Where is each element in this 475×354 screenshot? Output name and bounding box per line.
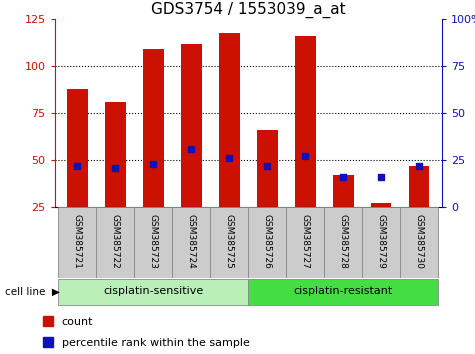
Text: GSM385724: GSM385724 xyxy=(187,214,196,268)
Point xyxy=(339,174,347,180)
Point xyxy=(301,154,309,159)
Point xyxy=(415,163,423,169)
FancyBboxPatch shape xyxy=(286,207,324,278)
Text: GSM385730: GSM385730 xyxy=(415,213,424,269)
Bar xyxy=(105,102,126,207)
Bar xyxy=(143,50,164,207)
Point xyxy=(263,163,271,169)
FancyBboxPatch shape xyxy=(58,207,96,278)
Bar xyxy=(256,130,277,207)
Point xyxy=(112,165,119,171)
Bar xyxy=(370,203,391,207)
FancyBboxPatch shape xyxy=(172,207,210,278)
Text: GSM385727: GSM385727 xyxy=(301,213,310,269)
Bar xyxy=(67,89,88,207)
Bar xyxy=(332,175,353,207)
FancyBboxPatch shape xyxy=(248,207,286,278)
Title: GDS3754 / 1553039_a_at: GDS3754 / 1553039_a_at xyxy=(151,2,345,18)
Text: cisplatin-sensitive: cisplatin-sensitive xyxy=(103,286,203,297)
Text: GSM385726: GSM385726 xyxy=(263,213,272,269)
Bar xyxy=(294,36,315,207)
Text: GSM385729: GSM385729 xyxy=(377,213,386,269)
Text: GSM385728: GSM385728 xyxy=(339,213,348,269)
Point xyxy=(74,163,81,169)
Text: GSM385722: GSM385722 xyxy=(111,214,120,268)
Point xyxy=(188,146,195,152)
Text: GSM385725: GSM385725 xyxy=(225,213,234,269)
FancyBboxPatch shape xyxy=(210,207,248,278)
FancyBboxPatch shape xyxy=(400,207,438,278)
Text: cell line  ▶: cell line ▶ xyxy=(5,287,60,297)
FancyBboxPatch shape xyxy=(58,279,248,305)
FancyBboxPatch shape xyxy=(324,207,362,278)
Text: percentile rank within the sample: percentile rank within the sample xyxy=(62,338,250,348)
Text: cisplatin-resistant: cisplatin-resistant xyxy=(294,286,393,297)
FancyBboxPatch shape xyxy=(362,207,400,278)
Point xyxy=(377,174,385,180)
Text: count: count xyxy=(62,317,93,327)
Text: GSM385721: GSM385721 xyxy=(73,213,82,269)
FancyBboxPatch shape xyxy=(96,207,134,278)
Bar xyxy=(219,33,240,207)
Bar xyxy=(181,44,202,207)
Point xyxy=(226,155,233,161)
Bar xyxy=(408,166,429,207)
FancyBboxPatch shape xyxy=(248,279,438,305)
Text: GSM385723: GSM385723 xyxy=(149,213,158,269)
FancyBboxPatch shape xyxy=(134,207,172,278)
Point xyxy=(150,161,157,167)
